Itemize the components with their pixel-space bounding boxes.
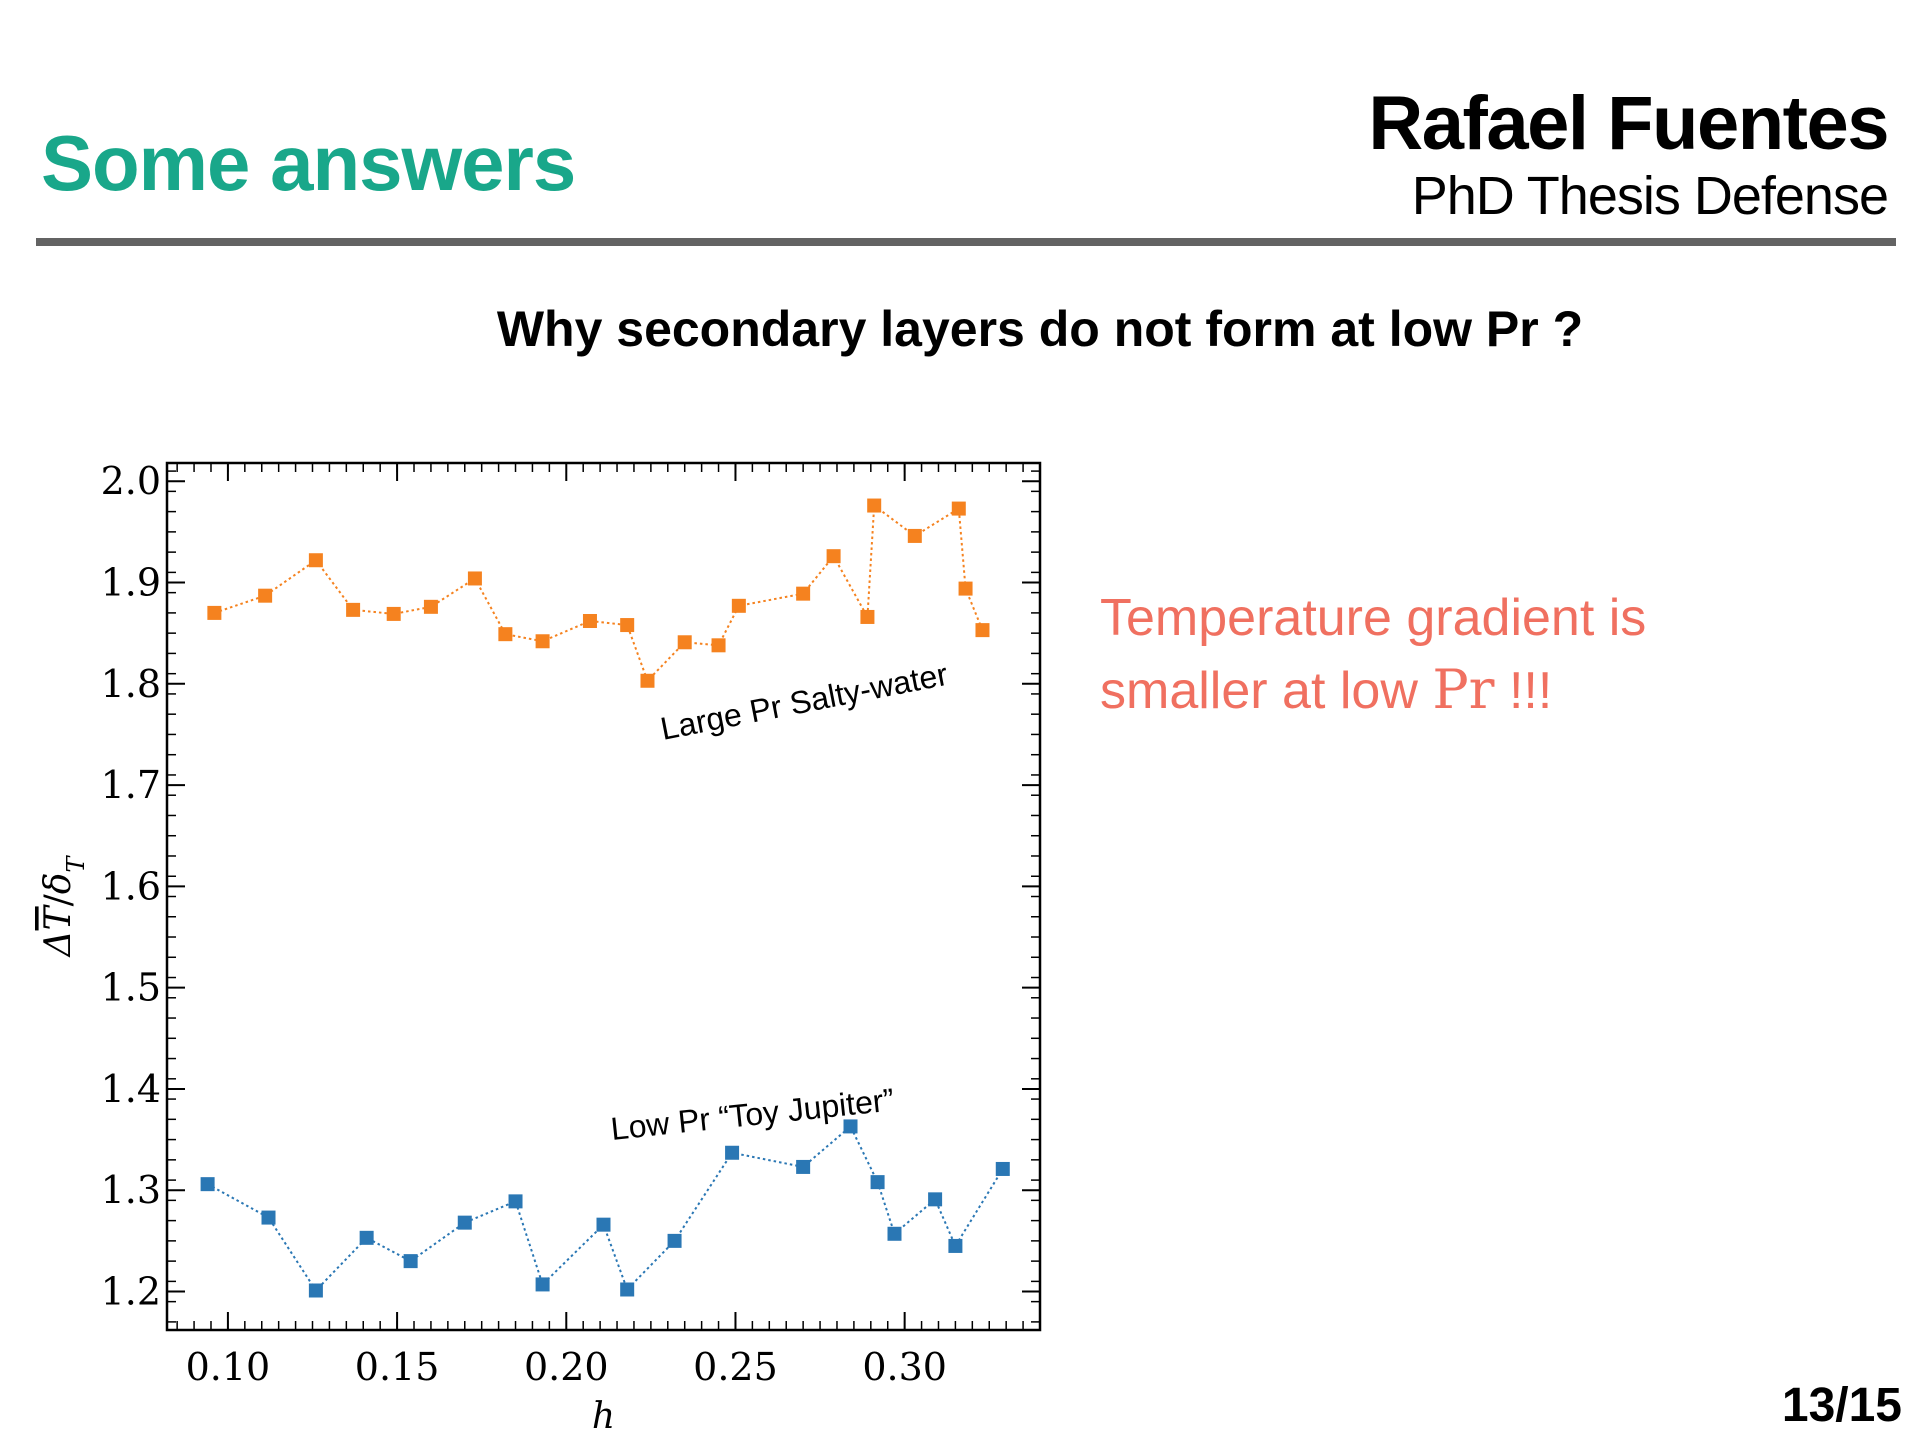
y-tick-label: 1.7 bbox=[101, 763, 161, 807]
data-point bbox=[667, 1233, 682, 1248]
x-tick-label: 0.10 bbox=[186, 1345, 271, 1389]
y-tick-label: 1.2 bbox=[101, 1270, 161, 1314]
answer-text: Temperature gradient is smaller at low P… bbox=[1100, 582, 1646, 727]
data-point bbox=[308, 1283, 323, 1298]
data-point bbox=[620, 1282, 635, 1297]
tick-labels: 0.10 0.15 0.20 0.25 0.30 1.2 1.3 1.4 1.5 1.6 1.7 1.… bbox=[101, 459, 947, 1389]
y-tick-label: 1.3 bbox=[101, 1168, 161, 1212]
slide-title: Some answers bbox=[41, 119, 576, 207]
series-layer bbox=[200, 498, 1010, 1298]
x-axis-label: h bbox=[592, 1396, 615, 1437]
data-point bbox=[677, 635, 692, 650]
data-point bbox=[582, 614, 597, 629]
answer-line-2-prefix: smaller at low bbox=[1100, 662, 1418, 720]
author-subtitle: PhD Thesis Defense bbox=[1411, 166, 1889, 226]
data-point bbox=[870, 1175, 885, 1190]
y-tick-label: 1.9 bbox=[101, 561, 161, 605]
data-point bbox=[596, 1217, 611, 1232]
data-point bbox=[725, 1145, 740, 1160]
data-point bbox=[200, 1177, 215, 1192]
y-tick-label: 1.6 bbox=[101, 864, 161, 908]
axis-ticks bbox=[167, 463, 1041, 1330]
data-point bbox=[403, 1254, 418, 1269]
data-point bbox=[975, 623, 990, 638]
answer-line-2: smaller at low Pr !!! bbox=[1100, 654, 1646, 727]
y-tick-label: 2.0 bbox=[101, 459, 161, 503]
data-point bbox=[843, 1119, 858, 1134]
data-point bbox=[731, 598, 746, 613]
data-point bbox=[995, 1161, 1010, 1176]
data-point bbox=[796, 1159, 811, 1174]
author-name: Rafael Fuentes bbox=[1368, 81, 1889, 166]
data-point bbox=[535, 634, 550, 649]
data-point bbox=[498, 627, 513, 642]
y-tick-label: 1.8 bbox=[101, 662, 161, 706]
data-point bbox=[958, 581, 973, 596]
series-0 bbox=[207, 498, 990, 688]
data-point bbox=[261, 1210, 276, 1225]
data-point bbox=[467, 571, 482, 586]
plot-area: 0.10 0.15 0.20 0.25 0.30 1.2 1.3 1.4 1.5 1.6 1.7 1.… bbox=[38, 459, 1042, 1437]
data-point bbox=[258, 588, 273, 603]
data-point bbox=[948, 1238, 963, 1253]
x-tick-label: 0.20 bbox=[524, 1345, 609, 1389]
data-point bbox=[386, 606, 401, 621]
page-number: 13/15 bbox=[1781, 1379, 1902, 1432]
series-line bbox=[207, 1124, 1004, 1293]
author-block: Rafael Fuentes PhD Thesis Defense bbox=[1368, 80, 1889, 226]
data-point bbox=[359, 1230, 374, 1245]
x-tick-label: 0.25 bbox=[693, 1345, 778, 1389]
data-point bbox=[826, 549, 841, 564]
y-axis-label: ΔT/δT bbox=[38, 855, 90, 959]
plot-frame bbox=[165, 461, 1042, 1332]
data-point bbox=[308, 553, 323, 568]
series-label-low-pr: Low Pr “Toy Jupiter” bbox=[609, 1081, 896, 1147]
answer-line-1: Temperature gradient is bbox=[1100, 589, 1647, 647]
series-label-large-pr: Large Pr Salty-water bbox=[657, 656, 951, 747]
data-point bbox=[796, 586, 811, 601]
answer-pr-symbol: Pr bbox=[1432, 658, 1495, 721]
data-point bbox=[508, 1194, 523, 1209]
series-line bbox=[214, 503, 984, 683]
x-tick-label: 0.15 bbox=[355, 1345, 440, 1389]
question-heading: Why secondary layers do not form at low … bbox=[496, 301, 1584, 357]
data-point bbox=[620, 618, 635, 633]
data-point bbox=[535, 1277, 550, 1292]
data-point bbox=[951, 501, 966, 516]
data-point bbox=[907, 528, 922, 543]
data-point bbox=[867, 498, 882, 513]
data-point bbox=[346, 602, 361, 617]
data-point bbox=[860, 609, 875, 624]
y-tick-label: 1.4 bbox=[101, 1067, 161, 1111]
data-point bbox=[423, 599, 438, 614]
answer-line-2-suffix: !!! bbox=[1508, 662, 1553, 720]
x-tick-label: 0.30 bbox=[862, 1345, 947, 1389]
data-point bbox=[928, 1192, 943, 1207]
header-divider bbox=[36, 238, 1896, 246]
data-point bbox=[711, 638, 726, 653]
data-point bbox=[457, 1215, 472, 1230]
data-point bbox=[887, 1226, 902, 1241]
y-tick-label: 1.5 bbox=[101, 966, 161, 1010]
data-point bbox=[207, 605, 222, 620]
series-1 bbox=[200, 1119, 1010, 1298]
data-point bbox=[640, 673, 655, 688]
